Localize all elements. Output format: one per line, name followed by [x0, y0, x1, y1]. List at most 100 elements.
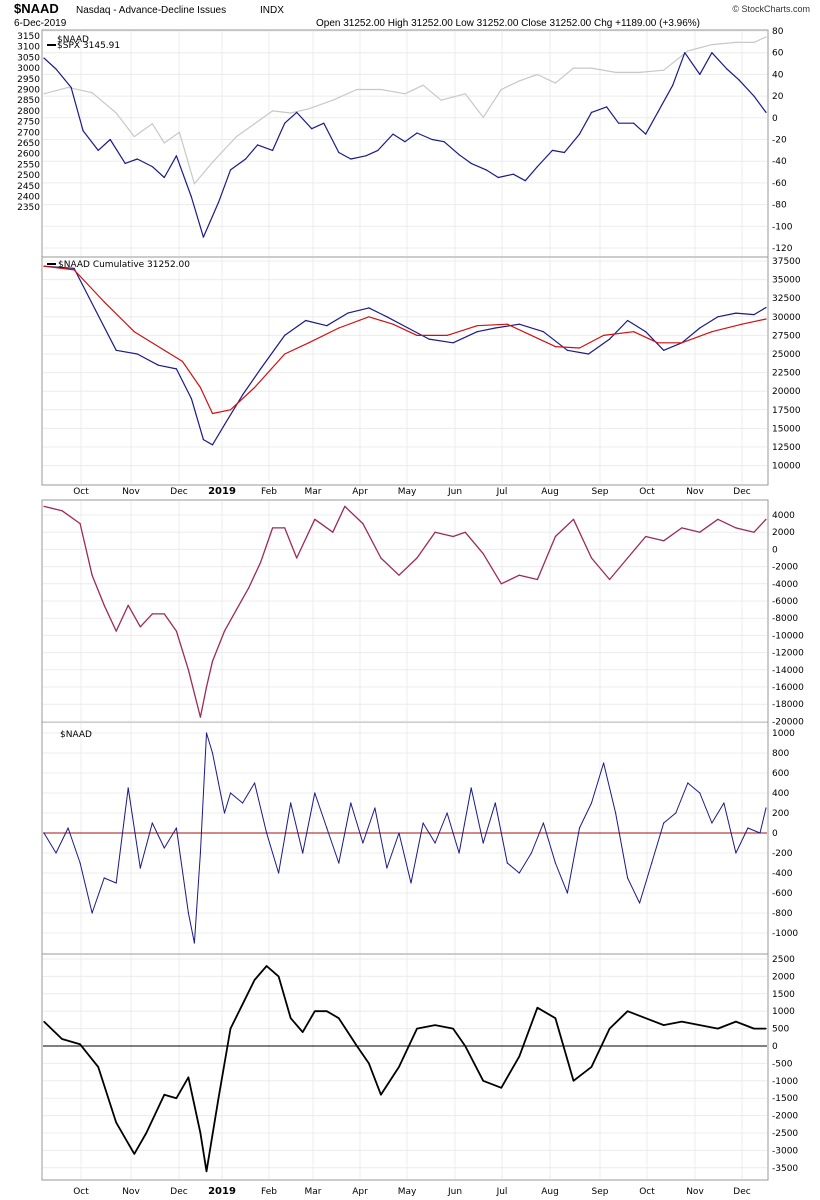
- naad-price-line-point: [765, 111, 767, 113]
- smoothed-axis-tick-label: 2500: [772, 955, 795, 965]
- cumulative-line-point: [94, 308, 96, 310]
- x-axis-label-1: Oct: [639, 487, 655, 497]
- daily-naad-line-point: [422, 822, 424, 824]
- smoothed-line-point: [753, 1028, 755, 1030]
- spx-line-point: [356, 88, 358, 91]
- cumulative-line-point: [242, 394, 244, 396]
- cumulative-axis-tick-label: 12500: [772, 443, 801, 453]
- daily-naad-line-point: [127, 787, 129, 789]
- cumulative-ma-line-point: [199, 386, 201, 389]
- x-axis-label-2: Sep: [592, 1187, 609, 1197]
- x-axis-label-1: Sep: [592, 487, 609, 497]
- cumulative-ma-line-point: [633, 331, 635, 333]
- oscillator-axis-tick-label: -4000: [772, 580, 798, 590]
- cumulative-line-point: [566, 349, 569, 351]
- naad-price-line-point: [431, 138, 433, 141]
- smoothed-line-point: [627, 1010, 629, 1012]
- smoothed-line-point: [43, 1021, 45, 1023]
- cumulative-line-point: [627, 319, 629, 322]
- cumulative-line-point: [386, 316, 388, 318]
- grid-layer: [43, 30, 767, 1179]
- spx-line-point: [422, 84, 424, 86]
- smoothed-panel-frame: [41, 953, 769, 1181]
- price-right-axis-tick-label: -100: [772, 222, 793, 232]
- price-left-axis-tick-label: 2450: [17, 182, 40, 192]
- spx-line-point: [43, 93, 45, 95]
- naad-price-line-point: [136, 158, 138, 160]
- spx-line-point: [572, 67, 575, 69]
- daily-naad-line-point: [91, 912, 93, 914]
- cumulative-line-point: [157, 364, 159, 366]
- cumulative-line-point: [115, 349, 117, 351]
- cumulative-line-point: [407, 327, 409, 329]
- oscillator-line-point: [115, 630, 117, 632]
- daily-naad-line-point: [747, 827, 749, 829]
- cumulative-ma-line-point: [229, 409, 232, 411]
- cumulative-line-point: [699, 327, 701, 329]
- oscillator-line-point: [572, 518, 575, 520]
- smoothed-line-point: [554, 1017, 557, 1019]
- oscillator-axis-tick-label: -12000: [772, 649, 804, 659]
- daily-naad-line-point: [175, 827, 177, 829]
- daily-naad-line-point: [470, 787, 472, 789]
- x-axis-label-1: May: [398, 487, 417, 497]
- daily-naad-line-point: [578, 827, 581, 829]
- price-right-axis-tick-label: 80: [772, 27, 784, 37]
- smoothed-line-point: [368, 1062, 370, 1064]
- daily-axis-tick-label: -200: [772, 849, 793, 859]
- daily-naad-line-point: [43, 832, 45, 834]
- daily-naad-line-point: [338, 862, 340, 864]
- smoothed-axis-tick-label: -500: [772, 1059, 793, 1069]
- spx-line-point: [590, 67, 593, 69]
- daily-naad-line-point: [242, 802, 244, 804]
- daily-naad-line-point: [223, 812, 226, 814]
- daily-naad-line-point: [482, 842, 484, 844]
- cumulative-ma-line-point: [43, 265, 45, 267]
- spx-line: [43, 36, 767, 185]
- cumulative-ma-line-point: [254, 386, 256, 389]
- smoothed-line-point: [61, 1038, 63, 1040]
- daily-naad-line-point: [458, 852, 460, 854]
- price-left-axis-tick-label: 2700: [17, 128, 40, 138]
- cumulative-line-point: [73, 267, 75, 269]
- spx-line-point: [332, 99, 334, 101]
- daily-naad-line-point: [139, 867, 141, 869]
- daily-naad-line-point: [386, 867, 388, 869]
- cumulative-line-point: [347, 312, 349, 314]
- oscillator-line-point: [91, 574, 93, 576]
- smoothed-line-point: [482, 1080, 484, 1082]
- oscillator-line-point: [235, 609, 238, 611]
- cumulative-legend: $NAAD Cumulative 31252.00: [47, 260, 190, 270]
- oscillator-axis-tick-label: -8000: [772, 614, 798, 624]
- daily-axis-tick-label: -800: [772, 909, 793, 919]
- smoothed-axis-tick-label: 2000: [772, 972, 795, 982]
- price-right-axis-tick-label: 0: [772, 114, 778, 124]
- naad-price-line-point: [590, 111, 593, 113]
- cumulative-ma-line-point: [163, 349, 165, 351]
- cumulative-axis-tick-label: 27500: [772, 331, 801, 341]
- naad-price-line-point: [217, 201, 220, 203]
- price-left-axis-tick-label: 2500: [17, 171, 40, 181]
- daily-naad-line-point: [217, 782, 220, 784]
- cumulative-ma-line-point: [711, 331, 713, 333]
- x-axis-label-2: Apr: [352, 1187, 368, 1197]
- cumulative-axis-tick-label: 30000: [772, 313, 801, 323]
- smoothed-line: [43, 965, 766, 1173]
- oscillator-line-point: [248, 587, 250, 589]
- smoothed-axis-tick-label: 500: [772, 1025, 789, 1035]
- smoothed-line-point: [416, 1028, 418, 1030]
- oscillator-line-point: [175, 630, 177, 632]
- legend-naad: $NAAD: [57, 35, 89, 45]
- naad-price-line-point: [377, 149, 379, 151]
- daily-naad-line-point: [446, 812, 448, 814]
- oscillator-axis-tick-label: -18000: [772, 700, 804, 710]
- cumulative-ma-line-point: [368, 316, 370, 318]
- oscillator-line-point: [199, 716, 201, 718]
- naad-price-line-point: [458, 154, 460, 156]
- naad-price-line-point: [470, 162, 472, 164]
- cumulative-ma-line-point: [133, 331, 135, 333]
- smoothed-line-point: [380, 1094, 382, 1096]
- cumulative-line-point: [211, 444, 214, 446]
- smoothed-line-point: [452, 1028, 454, 1030]
